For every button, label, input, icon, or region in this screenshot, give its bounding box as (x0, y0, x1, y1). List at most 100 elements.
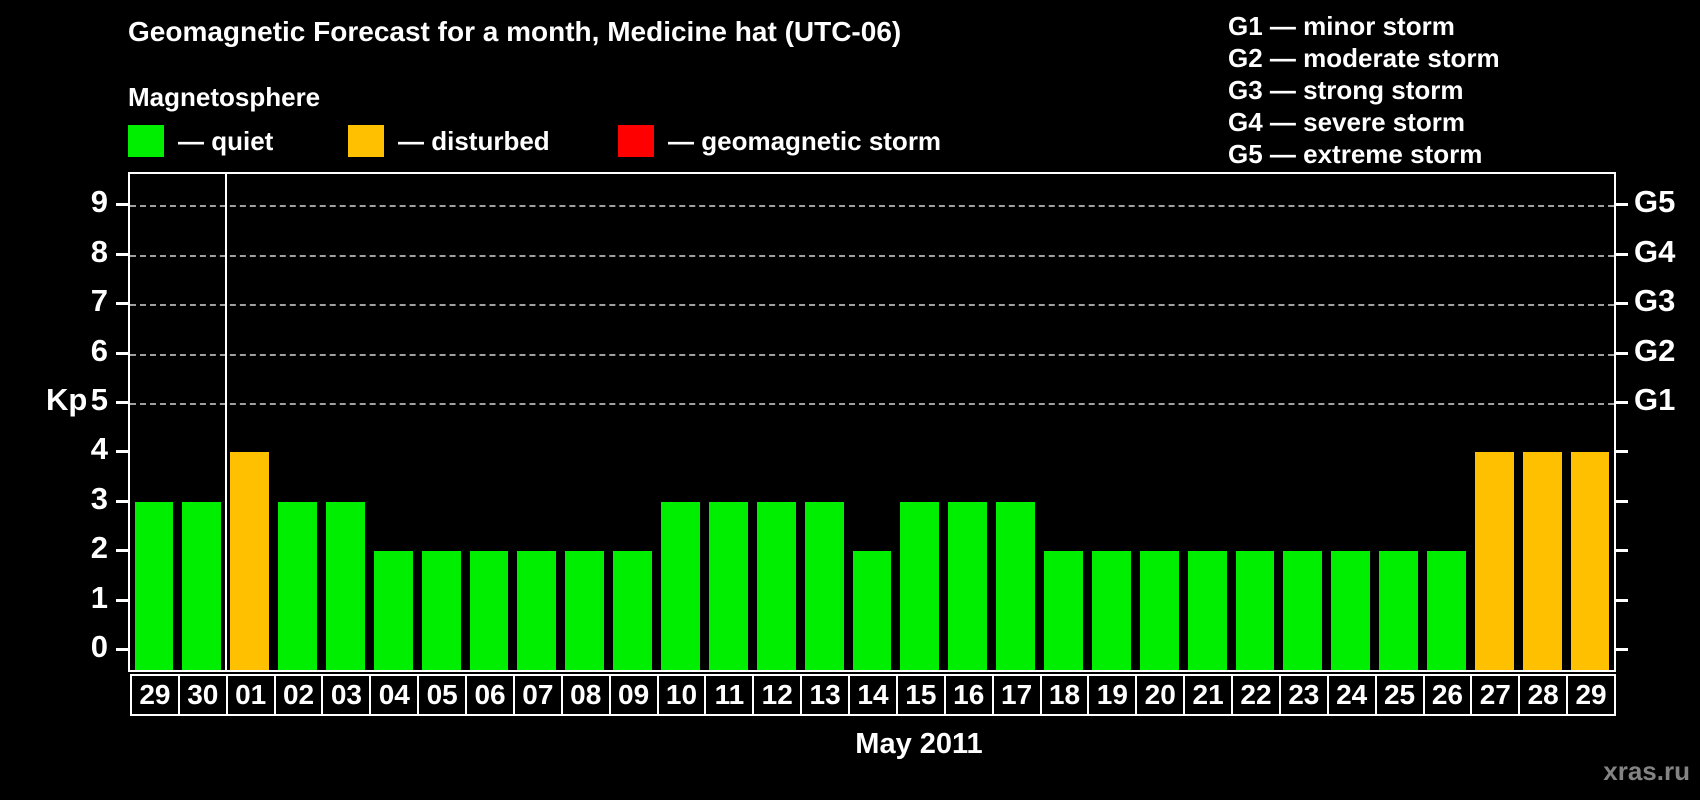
kp-bar (804, 501, 844, 670)
y-axis-tick-label: 7 (90, 283, 108, 319)
kp-bar (1139, 551, 1179, 670)
x-axis-day-label: 06 (474, 679, 506, 710)
x-axis-day-label: 11 (714, 679, 745, 710)
y-axis-tick-right (1616, 401, 1628, 404)
x-axis-day-label: 24 (1336, 679, 1368, 710)
legend-label-disturbed: — disturbed (398, 125, 550, 156)
x-axis-day-label: 27 (1479, 679, 1511, 710)
disturbed-color-swatch (348, 125, 384, 157)
kp-bar (325, 501, 365, 670)
y-axis-tick-right (1616, 302, 1628, 306)
x-axis-day-label: 28 (1527, 679, 1559, 710)
x-axis-day-label: 02 (282, 679, 315, 710)
kp-bar (1044, 551, 1083, 670)
plot-area (128, 172, 1616, 672)
x-axis-day-cell: 04 (369, 674, 420, 716)
kp-bar (517, 551, 557, 670)
x-axis-day-label: 22 (1240, 679, 1272, 710)
kp-bar (278, 501, 317, 670)
y-axis-tick-label: 1 (90, 579, 108, 615)
x-axis-day-cell: 15 (895, 674, 946, 716)
x-axis-day-cell: 06 (465, 674, 515, 716)
g-scale-legend-line: G3 — strong storm (1228, 75, 1464, 105)
kp-bar (708, 501, 748, 670)
g-scale-legend-line: G4 — severe storm (1228, 107, 1466, 137)
kp-bar (613, 551, 653, 670)
g-scale-legend-line: G5 — extreme storm (1228, 139, 1483, 169)
watermark: xras.ru (1603, 756, 1690, 786)
x-axis-day-label: 23 (1288, 679, 1320, 710)
x-axis-day-cell: 01 (225, 674, 276, 716)
x-axis-day-cell: 12 (752, 674, 803, 716)
y-axis-tick-left (116, 302, 128, 306)
x-axis-day-label: 04 (378, 679, 410, 710)
legend-label-quiet: — quiet (178, 125, 274, 156)
x-axis-day-cell: 03 (321, 674, 372, 716)
gridline (130, 353, 1614, 356)
g-scale-legend-line: G1 — minor storm (1228, 11, 1455, 41)
x-axis-day-cell: 05 (417, 674, 468, 716)
kp-bar (421, 551, 461, 670)
x-axis-day-cell: 17 (991, 674, 1042, 716)
legend-item-quiet: — quiet (128, 124, 273, 158)
y-axis-tick-right (1616, 549, 1628, 553)
y-axis-tick-label: 5 (90, 382, 108, 417)
x-axis-day-label: 21 (1192, 679, 1224, 710)
x-axis-day-cell: 29 (1566, 674, 1616, 716)
gridline (130, 304, 1614, 307)
x-axis-day-cell: 18 (1039, 674, 1090, 716)
x-axis-day-cell: 21 (1183, 674, 1234, 716)
x-axis-day-cell: 30 (177, 674, 228, 716)
x-axis-day-cell: 26 (1422, 674, 1473, 716)
y-axis-tick-label: 4 (90, 431, 108, 467)
kp-bar (1427, 551, 1466, 670)
x-axis-day-label: 14 (857, 679, 889, 710)
y-axis-tick-left (116, 351, 128, 355)
kp-bar (1474, 452, 1514, 670)
x-axis-day-label: 08 (570, 679, 602, 710)
x-axis-day-cell: 13 (800, 674, 851, 716)
y-axis-tick-left (116, 499, 128, 503)
legend-item-disturbed: — disturbed (348, 124, 550, 158)
y-axis-tick-label: 2 (90, 530, 108, 566)
kp-bar (756, 501, 796, 670)
kp-bar (1091, 551, 1131, 670)
g-level-label: G5 (1634, 184, 1676, 220)
y-axis-tick-right (1616, 450, 1628, 454)
kp-bar (661, 501, 700, 670)
x-axis-day-cell: 23 (1278, 674, 1329, 716)
quiet-color-swatch (128, 125, 164, 157)
kp-bar (373, 551, 413, 670)
x-axis-day-cell: 02 (273, 674, 324, 716)
y-axis-tick-left (116, 203, 128, 207)
x-axis-day-cell: 29 (130, 674, 180, 716)
x-axis-day-label: 20 (1144, 679, 1176, 710)
x-axis-day-label: 13 (809, 679, 841, 710)
y-axis-tick-label: 0 (90, 629, 108, 664)
kp-bar (900, 501, 940, 670)
legend-label-storm: — geomagnetic storm (668, 125, 942, 156)
y-axis-tick-label: 6 (90, 332, 108, 368)
kp-bar (1379, 551, 1418, 670)
g-scale-legend-line: G2 — moderate storm (1228, 43, 1500, 73)
x-axis-day-cell: 24 (1326, 674, 1377, 716)
x-axis-day-cell: 08 (560, 674, 611, 716)
gridline (130, 403, 1614, 405)
x-axis-day-label: 30 (187, 679, 219, 710)
x-axis-day-cell: 09 (608, 674, 659, 716)
kp-bar (1187, 551, 1227, 670)
kp-bar (852, 551, 892, 670)
kp-bar (230, 452, 270, 670)
x-axis-day-cell: 20 (1135, 674, 1186, 716)
g-level-label: G2 (1634, 332, 1676, 368)
x-axis-day-cell: 27 (1470, 674, 1521, 716)
x-axis-day-label: 12 (761, 679, 793, 710)
g-level-label: G3 (1634, 283, 1676, 319)
gridline (130, 205, 1614, 208)
kp-bar (996, 501, 1036, 670)
x-axis-day-label: 29 (139, 679, 171, 710)
kp-bar (1522, 452, 1562, 670)
x-axis-day-label: 26 (1431, 679, 1464, 710)
x-axis-day-label: 03 (330, 679, 362, 710)
